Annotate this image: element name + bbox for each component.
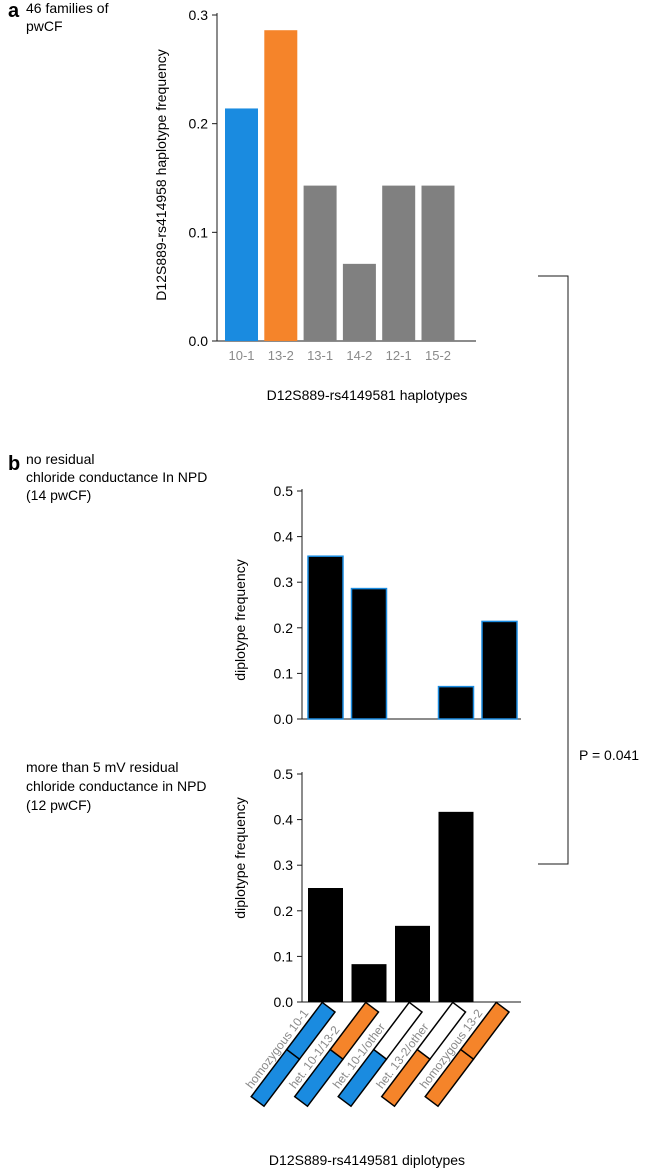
bar [303,185,337,341]
panel-a-letter: a [8,0,20,22]
x-tick-label: 13-1 [307,348,333,363]
y-tick-label: 0.5 [274,766,294,782]
y-tick-label: 0.1 [274,665,294,681]
bar [307,555,344,720]
diplotype-bottom-y-axis-label: diplotype frequency [232,797,248,918]
x-tick-label: 14-2 [346,348,372,363]
diplotype-top-y-axis-label: diplotype frequency [232,559,248,680]
y-tick-label: 0.1 [274,948,294,964]
haplotype-chart: 0.0 0.1 0.2 0.3 10-1 13-2 13-1 14-2 12-1 15-2 [189,7,476,363]
panel-b-top-caption-line-2: chloride conductance In NPD [26,469,207,485]
panel-b-bottom-caption-line-3: (12 pwCF) [26,797,91,813]
y-tick-label: 0.4 [274,812,294,828]
panel-b-top-caption-line-1: no residual [26,451,95,467]
y-tick-label: 0.3 [274,574,294,590]
panel-b-letter: b [8,453,20,475]
y-tick-label: 0.4 [274,529,294,545]
diplotype-chart-no-residual: 0.0 0.1 0.2 0.3 0.4 0.5 [274,483,521,727]
y-tick-label: 0.3 [274,857,294,873]
haplotype-y-axis-label: D12S889-rs414958 haplotype frequency [153,49,169,300]
panel-b-bottom-caption-line-2: chloride conductance in NPD [26,778,207,794]
y-tick-label: 0.0 [189,333,209,349]
y-tick-label: 0.0 [274,994,294,1010]
p-value-label: P = 0.041 [579,747,639,763]
bar [382,185,416,341]
panel-a-caption-line-1: 46 families of [26,0,109,16]
y-tick-label: 0.2 [274,620,294,636]
x-tick-label: 15-2 [425,348,451,363]
diplotype-icon-right-half [372,1001,424,1061]
y-tick-label: 0.3 [189,7,209,23]
bar [481,620,518,720]
bar [437,685,475,720]
panel-b-top-caption-line-3: (14 pwCF) [26,487,91,503]
haplotype-x-axis-label: D12S889-rs4149581 haplotypes [267,387,468,403]
diplotype-icon-right-half [416,1001,467,1061]
diplotype-icon-right-half [459,1001,511,1061]
y-tick-label: 0.5 [274,483,294,499]
bar [395,925,430,1002]
panel-b-bottom-caption-line-1: more than 5 mV residual [26,759,179,775]
bar [342,263,376,341]
bar [225,108,258,341]
diplotype-chart-residual: 0.0 0.1 0.2 0.3 0.4 0.5 [274,766,521,1010]
diplotype-x-axis-label: D12S889-rs4149581 diplotypes [269,1152,465,1168]
bar [264,30,298,342]
bar [351,964,387,1002]
bar [438,811,474,1002]
panel-a-caption-line-2: pwCF [26,18,63,34]
bar [308,888,343,1002]
x-tick-label: 10-1 [228,348,254,363]
diplotype-icon-right-half [285,1001,337,1061]
y-tick-label: 0.2 [274,903,294,919]
bar [421,185,455,341]
x-tick-label: 13-2 [268,348,294,363]
y-tick-label: 0.1 [189,224,209,240]
diplotype-icon-right-half [329,1001,380,1061]
y-tick-label: 0.2 [189,116,209,132]
x-tick-label: 12-1 [386,348,412,363]
bar [350,587,388,720]
significance-bracket [538,275,569,865]
y-tick-label: 0.0 [274,711,294,727]
